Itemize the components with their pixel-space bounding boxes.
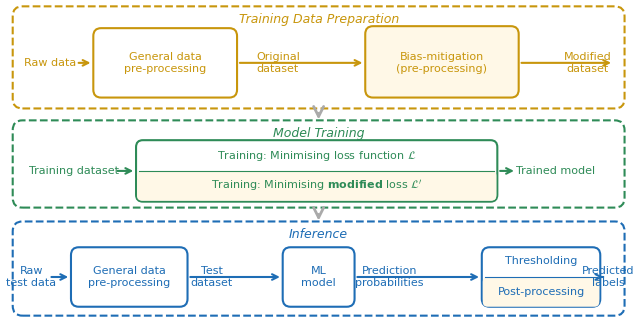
Text: Original
dataset: Original dataset bbox=[256, 52, 300, 74]
Text: Post-processing: Post-processing bbox=[497, 287, 585, 297]
Text: Modified
dataset: Modified dataset bbox=[564, 52, 612, 74]
Text: Trained model: Trained model bbox=[516, 166, 595, 176]
Text: Predicted
labels: Predicted labels bbox=[582, 266, 634, 288]
FancyBboxPatch shape bbox=[365, 26, 518, 98]
Text: General data
pre-processing: General data pre-processing bbox=[124, 52, 206, 74]
Text: Training: Minimising $\mathbf{modified}$ loss $\mathcal{L}'$: Training: Minimising $\mathbf{modified}$… bbox=[211, 178, 422, 193]
Text: Prediction
probabilities: Prediction probabilities bbox=[355, 266, 424, 288]
Text: Raw
test data: Raw test data bbox=[6, 266, 56, 288]
Text: Bias-mitigation
(pre-processing): Bias-mitigation (pre-processing) bbox=[396, 52, 488, 74]
FancyBboxPatch shape bbox=[137, 171, 497, 201]
FancyBboxPatch shape bbox=[483, 277, 599, 307]
FancyBboxPatch shape bbox=[482, 247, 600, 307]
Text: Training: Minimising loss function $\mathcal{L}$: Training: Minimising loss function $\mat… bbox=[217, 149, 417, 163]
Text: Inference: Inference bbox=[289, 228, 348, 241]
Text: Raw data: Raw data bbox=[24, 58, 77, 68]
Text: General data
pre-processing: General data pre-processing bbox=[88, 266, 170, 288]
Text: Thresholding: Thresholding bbox=[505, 256, 577, 266]
Text: Training Data Preparation: Training Data Preparation bbox=[239, 13, 399, 26]
Text: Test
dataset: Test dataset bbox=[191, 266, 233, 288]
Text: Training dataset: Training dataset bbox=[29, 166, 119, 176]
Text: Model Training: Model Training bbox=[273, 127, 364, 140]
FancyBboxPatch shape bbox=[283, 247, 355, 307]
Text: ML
model: ML model bbox=[301, 266, 336, 288]
FancyBboxPatch shape bbox=[136, 140, 497, 202]
FancyBboxPatch shape bbox=[71, 247, 188, 307]
FancyBboxPatch shape bbox=[93, 28, 237, 98]
